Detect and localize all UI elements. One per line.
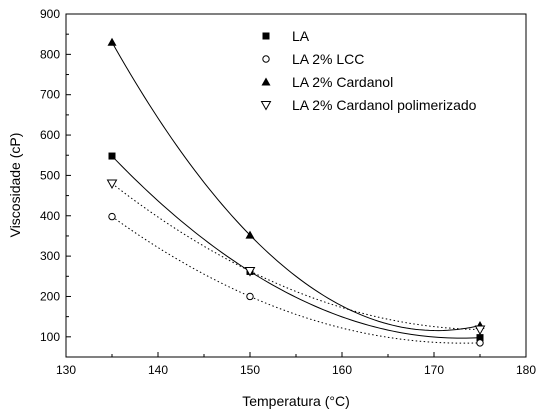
y-tick-label: 900 bbox=[40, 7, 60, 21]
data-point bbox=[106, 179, 118, 190]
legend-label: LA 2% Cardanol bbox=[292, 74, 393, 90]
legend-label: LA 2% LCC bbox=[292, 51, 364, 67]
data-point bbox=[476, 334, 484, 342]
legend-marker bbox=[261, 77, 271, 86]
y-tick-label: 400 bbox=[40, 209, 60, 223]
x-tick-label: 160 bbox=[332, 363, 352, 377]
fit-curve bbox=[111, 216, 481, 344]
data-point bbox=[107, 37, 117, 46]
data-points bbox=[106, 37, 486, 347]
data-point bbox=[245, 230, 255, 239]
x-tick-label: 170 bbox=[424, 363, 444, 377]
fit-curves bbox=[111, 42, 481, 344]
data-point bbox=[476, 339, 484, 347]
legend-marker bbox=[262, 32, 270, 40]
legend-marker bbox=[260, 101, 272, 111]
x-tick-label: 150 bbox=[240, 363, 260, 377]
y-tick-label: 800 bbox=[40, 47, 60, 61]
y-tick-label: 700 bbox=[40, 88, 60, 102]
legend-marker bbox=[262, 55, 270, 63]
legend-label: LA bbox=[292, 28, 310, 44]
y-tick-label: 300 bbox=[40, 249, 60, 263]
x-tick-label: 180 bbox=[516, 363, 536, 377]
x-axis: 130 140 150 160 170 180 bbox=[56, 352, 536, 377]
legend-label: LA 2% Cardanol polimerizado bbox=[292, 97, 477, 113]
y-tick-label: 500 bbox=[40, 168, 60, 182]
x-axis-title: Temperatura (°C) bbox=[242, 393, 350, 409]
y-tick-label: 200 bbox=[40, 289, 60, 303]
x-tick-label: 140 bbox=[148, 363, 168, 377]
y-axis: 100 200 300 400 500 600 700 800 900 bbox=[40, 7, 71, 358]
y-axis-title: Viscosidade (cP) bbox=[7, 133, 23, 238]
data-point bbox=[474, 325, 486, 336]
data-point bbox=[108, 152, 116, 160]
data-point bbox=[108, 212, 116, 221]
data-point bbox=[246, 292, 254, 301]
fit-curve bbox=[111, 155, 481, 339]
y-tick-label: 100 bbox=[40, 330, 60, 344]
fit-curve bbox=[111, 183, 481, 331]
data-point bbox=[244, 267, 256, 277]
y-tick-label: 600 bbox=[40, 128, 60, 142]
legend: LA LA 2% LCC LA 2% Cardanol LA 2% Cardanol … bbox=[260, 28, 477, 113]
fit-curve bbox=[111, 42, 481, 332]
x-tick-label: 130 bbox=[56, 363, 76, 377]
